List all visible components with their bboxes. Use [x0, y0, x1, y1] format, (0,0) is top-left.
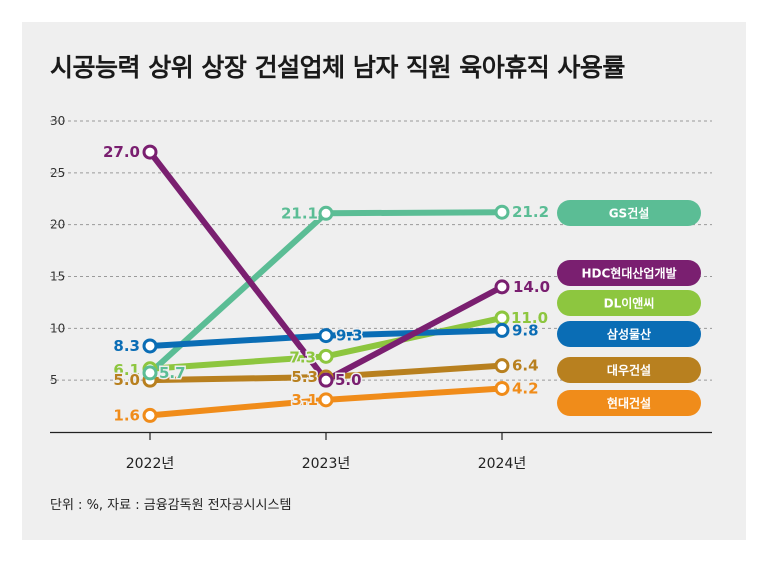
data-label-GS건설: 5.7: [159, 364, 186, 382]
legend-label: 삼성물산: [607, 327, 651, 342]
y-tick-label: 25: [50, 166, 65, 180]
data-point-HDC현대산업개발: [142, 144, 158, 160]
x-tick-label: 2022년: [126, 456, 175, 472]
legend-swatch: [557, 321, 701, 347]
data-point-현대건설: [142, 407, 158, 423]
legend-swatch: [557, 290, 701, 316]
data-point-HDC현대산업개발: [494, 279, 510, 295]
data-label-현대건설: 1.6: [113, 406, 140, 424]
data-point-삼성물산: [494, 322, 510, 338]
series-line-HDC현대산업개발: [147, 149, 505, 384]
data-label-대우건설: 5.3: [291, 368, 318, 386]
data-point-GS건설: [142, 365, 158, 381]
data-label-삼성물산: 9.3: [336, 327, 363, 345]
data-label-현대건설: 4.2: [512, 379, 539, 397]
data-labels: 27.0 5.0 14.0 5.7 21.1 21.2 6.1 7.3 11.0 8.3 9.3 9.…: [101, 142, 551, 426]
legend-swatch: [557, 390, 701, 416]
legend-swatch: [557, 357, 701, 383]
legend-item-GS건설: GS건설: [557, 200, 701, 226]
legend-item-대우건설: 대우건설: [557, 357, 701, 383]
data-point-DL이앤씨: [318, 348, 334, 364]
data-label-DL이앤씨: 11.0: [511, 309, 548, 327]
series-line-GS건설: [147, 209, 505, 376]
x-tick-label: 2024년: [478, 456, 527, 472]
data-point-현대건설: [494, 380, 510, 396]
legend-swatch: [557, 200, 701, 226]
y-tick-label: 15: [50, 270, 65, 284]
data-point-삼성물산: [318, 328, 334, 344]
data-label-GS건설: 21.1: [281, 204, 318, 222]
legend-item-DL이앤씨: DL이앤씨: [557, 290, 701, 316]
data-label-HDC현대산업개발: 5.0: [335, 371, 362, 389]
data-point-GS건설: [494, 204, 510, 220]
data-point-삼성물산: [142, 338, 158, 354]
legend-label: DL이앤씨: [604, 296, 655, 311]
data-label-GS건설: 21.2: [512, 203, 549, 221]
x-tick-label: 2023년: [302, 456, 351, 472]
data-label-대우건설: 5.0: [113, 371, 140, 389]
axes: 5 10 15 20 25 30 2022년 2023년 2024년: [50, 114, 712, 472]
footnote: 단위 : %, 자료 : 금융감독원 전자공시시스템: [50, 498, 292, 513]
data-point-GS건설: [318, 205, 334, 221]
data-label-HDC현대산업개발: 27.0: [103, 143, 140, 161]
data-label-삼성물산: 8.3: [113, 337, 140, 355]
y-tick-label: 5: [50, 373, 58, 387]
data-point-DL이앤씨: [494, 310, 510, 326]
data-label-삼성물산: 9.8: [512, 321, 539, 339]
data-point-현대건설: [318, 392, 334, 408]
legend-item-현대건설: 현대건설: [557, 390, 701, 416]
data-label-대우건설: 6.4: [512, 357, 539, 375]
legend-label: HDC현대산업개발: [581, 266, 676, 281]
data-label-DL이앤씨: 6.1: [113, 361, 140, 379]
data-point-HDC현대산업개발: [318, 372, 334, 388]
series-points: [142, 144, 510, 423]
data-label-현대건설: 3.1: [291, 391, 318, 409]
y-tick-label: 30: [50, 114, 65, 128]
chart-title: 시공능력 상위 상장 건설업체 남자 직원 육아휴직 사용률: [50, 53, 625, 82]
y-tick-label: 20: [50, 218, 65, 232]
data-label-DL이앤씨: 7.3: [289, 348, 316, 366]
legend-label: 현대건설: [607, 396, 651, 411]
legend-label: GS건설: [609, 206, 650, 221]
legend-item-삼성물산: 삼성물산: [557, 321, 701, 347]
data-point-대우건설: [494, 358, 510, 374]
legend-swatch: [557, 260, 701, 286]
data-label-HDC현대산업개발: 14.0: [513, 278, 550, 296]
legend-item-HDC현대산업개발: HDC현대산업개발: [557, 260, 701, 286]
legend-label: 대우건설: [607, 363, 651, 378]
y-tick-label: 10: [50, 321, 65, 335]
